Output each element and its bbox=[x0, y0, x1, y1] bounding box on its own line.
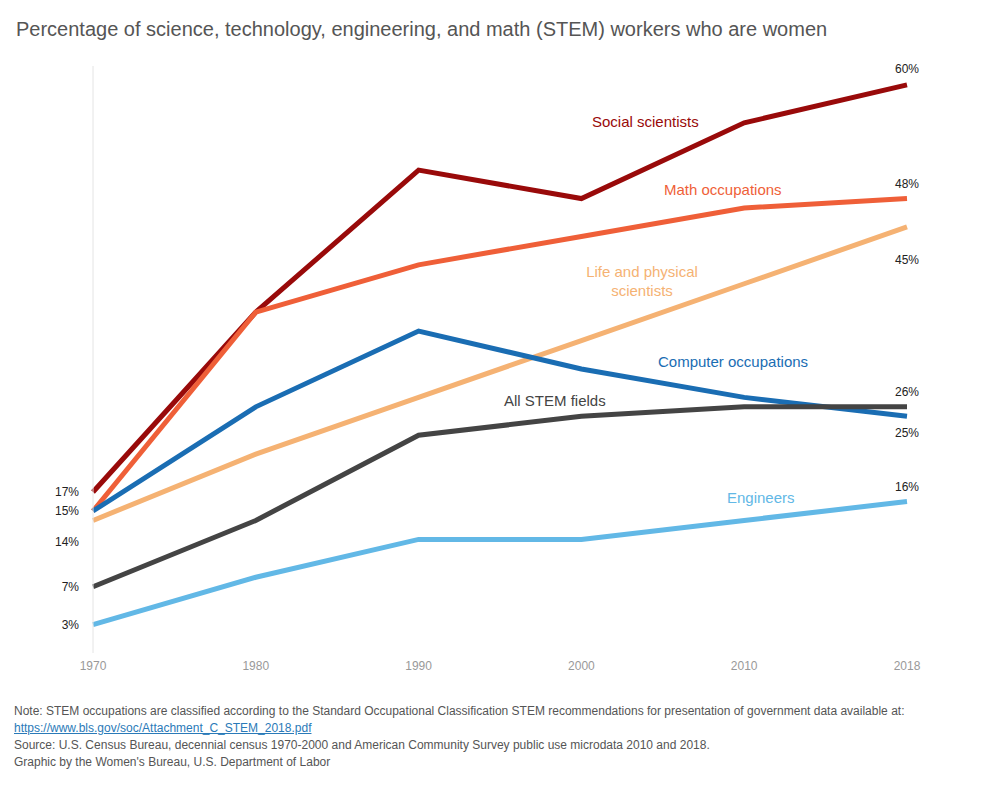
svg-text:14%: 14% bbox=[55, 535, 79, 549]
svg-text:1990: 1990 bbox=[405, 659, 432, 673]
svg-text:15%: 15% bbox=[55, 504, 79, 518]
html-text:Source: U.S. Census Bureau, de: Source: U.S. Census Bureau, decennial ce… bbox=[14, 738, 710, 752]
svg-text:7%: 7% bbox=[62, 580, 80, 594]
svg-text:1970: 1970 bbox=[80, 659, 107, 673]
html-text:Computer occupations: Computer occupations bbox=[658, 353, 809, 370]
svg-text:1980: 1980 bbox=[242, 659, 269, 673]
svg-text:26%: 26% bbox=[895, 385, 919, 399]
html-text:Life and physical scientists: Life and physical scientists bbox=[586, 263, 698, 299]
html-text:https://www.bls.gov/soc/Attach: https://www.bls.gov/soc/Attachment_C_STE… bbox=[14, 721, 312, 735]
html-text:All STEM fields: All STEM fields bbox=[504, 392, 606, 409]
html-text:Note: STEM occupations are cla: Note: STEM occupations are classified ac… bbox=[14, 704, 905, 718]
html-text:Social scientists: Social scientists bbox=[592, 113, 699, 130]
html-text:Math occupations: Math occupations bbox=[664, 181, 782, 198]
html-text:Graphic by the Women's Bureau,: Graphic by the Women's Bureau, U.S. Depa… bbox=[14, 755, 331, 769]
svg-text:2018: 2018 bbox=[894, 659, 921, 673]
svg-text:16%: 16% bbox=[895, 480, 919, 494]
svg-text:17%: 17% bbox=[55, 485, 79, 499]
html-text:Engineers: Engineers bbox=[727, 489, 795, 506]
svg-text:2010: 2010 bbox=[731, 659, 758, 673]
svg-text:3%: 3% bbox=[62, 618, 80, 632]
svg-text:2000: 2000 bbox=[568, 659, 595, 673]
svg-text:60%: 60% bbox=[895, 62, 919, 76]
svg-text:48%: 48% bbox=[895, 177, 919, 191]
svg-text:45%: 45% bbox=[895, 253, 919, 267]
html-text:Percentage of science, technol: Percentage of science, technology, engin… bbox=[16, 18, 828, 40]
svg-text:25%: 25% bbox=[895, 426, 919, 440]
